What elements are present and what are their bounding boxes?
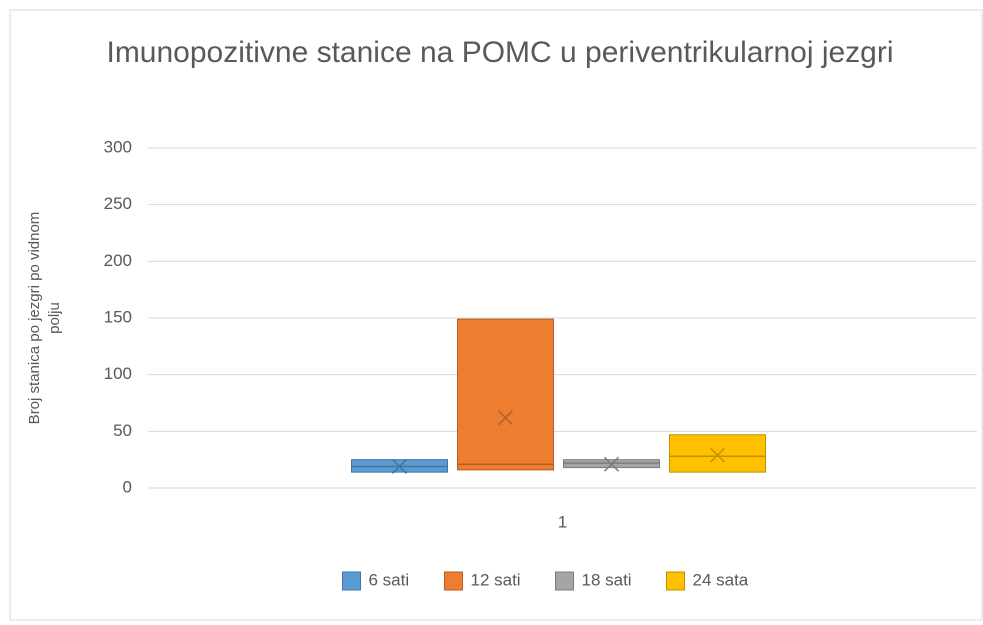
legend-label: 12 sati [471,570,521,589]
y-tick-label: 200 [104,251,132,270]
y-tick-label: 300 [104,137,132,156]
legend-swatch [342,571,361,591]
legend-label: 24 sata [693,570,749,589]
legend-label: 18 sati [582,570,632,589]
legend-swatch [444,571,463,591]
box [457,318,554,471]
y-tick-label: 0 [123,477,132,496]
y-tick-label: 150 [104,307,132,326]
box [669,434,766,473]
mean-marker [497,410,514,426]
chart-title: Imunopozitivne stanice na POMC u periven… [106,36,894,69]
mean-marker [709,447,726,463]
y-tick-label: 100 [104,364,132,383]
chart-border [9,9,983,621]
x-tick-label: 1 [558,512,567,531]
legend-swatch [555,571,574,591]
legend-label: 6 sati [369,570,410,589]
y-axis-label: Broj stanica po jezgri po vidnom polju [26,211,63,425]
mean-marker [603,456,620,472]
y-tick-label: 50 [113,421,132,440]
legend-swatch [666,571,685,591]
y-tick-label: 250 [104,194,132,213]
mean-marker [391,458,408,474]
